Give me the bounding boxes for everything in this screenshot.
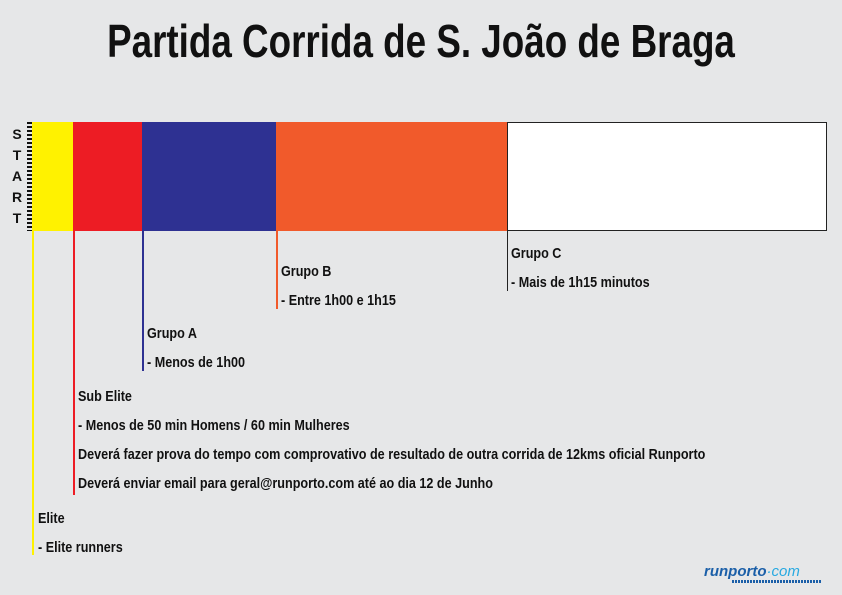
- start-letter: S: [12, 126, 22, 142]
- group-name: Grupo B: [281, 263, 332, 280]
- group-detail: - Mais de 1h15 minutos: [511, 274, 650, 291]
- group-description-grupo-b: Grupo B - Entre 1h00 e 1h15: [281, 257, 396, 315]
- leader-line-elite: [32, 231, 34, 555]
- start-letter: T: [12, 147, 22, 163]
- band-grupo-c: [507, 122, 827, 231]
- group-name: Elite: [38, 510, 65, 527]
- group-detail: - Entre 1h00 e 1h15: [281, 292, 396, 309]
- group-detail: - Elite runners: [38, 539, 123, 556]
- band-sub-elite: [73, 122, 142, 231]
- leader-line-sub-elite: [73, 231, 75, 495]
- group-description-grupo-c: Grupo C - Mais de 1h15 minutos: [511, 239, 650, 297]
- band-grupo-a: [142, 122, 276, 231]
- start-letter: T: [12, 210, 22, 226]
- start-letter: A: [11, 168, 23, 184]
- page-title: Partida Corrida de S. João de Braga: [107, 15, 735, 67]
- group-description-elite: Elite - Elite runners: [38, 504, 123, 562]
- group-detail: - Menos de 50 min Homens / 60 min Mulher…: [78, 417, 350, 434]
- leader-line-grupo-b: [276, 231, 278, 309]
- runporto-logo: runporto·com: [704, 563, 800, 580]
- logo-tagline-graphic: [732, 580, 822, 583]
- group-description-sub-elite: Sub Elite - Menos de 50 min Homens / 60 …: [78, 382, 705, 498]
- band-grupo-b: [276, 122, 507, 231]
- band-elite: [32, 122, 73, 231]
- leader-line-grupo-c: [507, 231, 508, 291]
- group-detail: Deverá fazer prova do tempo com comprova…: [78, 446, 706, 463]
- start-line: [27, 122, 32, 231]
- group-description-grupo-a: Grupo A - Menos de 1h00: [147, 319, 245, 377]
- logo-brand: runporto: [704, 563, 767, 580]
- logo-tld: com: [771, 563, 800, 580]
- group-name: Grupo C: [511, 245, 562, 262]
- start-letter: R: [11, 189, 23, 205]
- start-label: S T A R T: [10, 124, 24, 229]
- group-detail: - Menos de 1h00: [147, 354, 246, 371]
- logo-dot: ·: [766, 563, 772, 580]
- group-name: Sub Elite: [78, 388, 132, 405]
- group-name: Grupo A: [147, 325, 197, 342]
- group-detail: Deverá enviar email para geral@runporto.…: [78, 475, 493, 492]
- leader-line-grupo-a: [142, 231, 144, 371]
